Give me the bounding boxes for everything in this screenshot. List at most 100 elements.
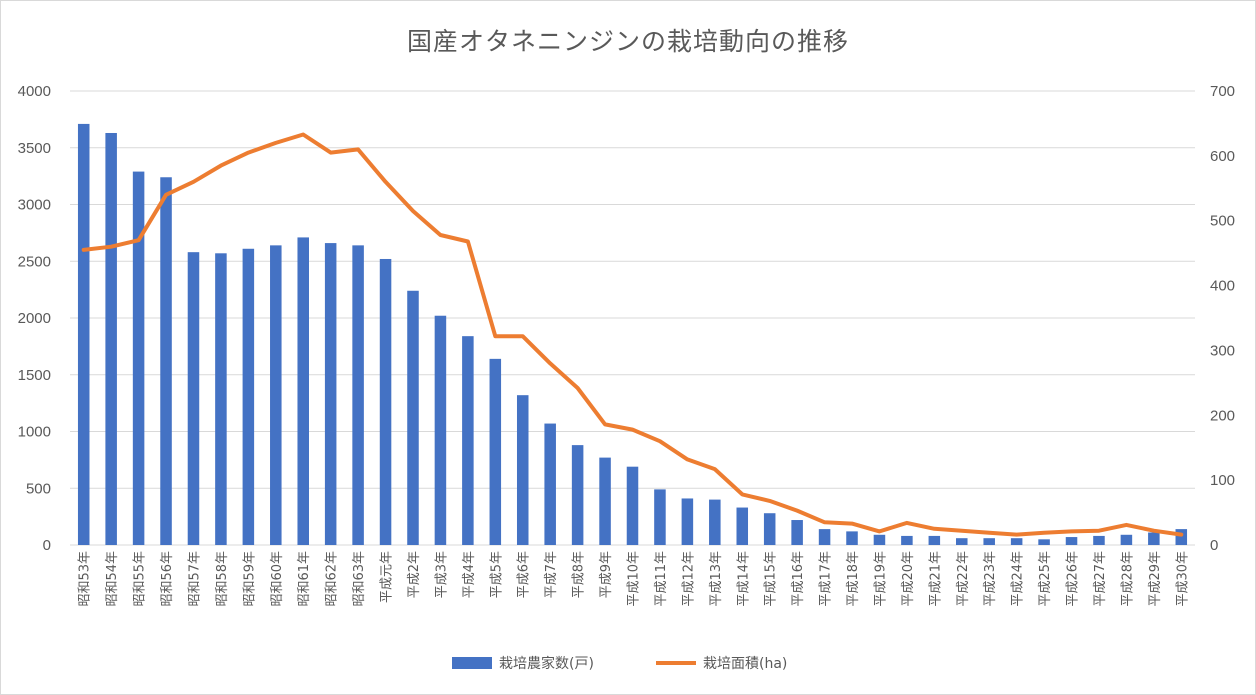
x-axis-tick-label: 平成13年 [709, 551, 724, 607]
x-axis-tick-label: 平成2年 [407, 551, 422, 598]
x-axis-tick-label: 平成26年 [1066, 551, 1081, 607]
x-axis-tick-label: 昭和56年 [160, 551, 175, 607]
left-axis-tick-label: 0 [43, 537, 51, 554]
x-axis-tick-label: 平成14年 [736, 551, 751, 607]
right-axis-tick-label: 600 [1210, 148, 1235, 165]
left-axis-tick-label: 1500 [18, 367, 51, 384]
bar [681, 498, 694, 545]
x-axis-tick-label: 平成4年 [462, 551, 477, 598]
x-axis-tick-label: 昭和63年 [352, 551, 367, 607]
left-axis-tick-label: 4000 [18, 83, 51, 100]
x-axis-tick-label: 平成12年 [681, 551, 696, 607]
bar [352, 245, 364, 546]
bar [928, 535, 941, 545]
x-axis-tick-label: 平成8年 [572, 551, 587, 598]
bar [132, 171, 145, 545]
bar [1148, 532, 1160, 545]
x-axis-tick-label: 昭和57年 [187, 551, 202, 607]
right-axis-tick-label: 700 [1210, 83, 1235, 100]
bar [626, 466, 639, 545]
right-axis-tick-label: 0 [1210, 537, 1218, 554]
bar [983, 538, 995, 545]
x-axis-tick-label: 平成24年 [1011, 551, 1026, 607]
x-axis-tick-label: 昭和62年 [325, 551, 340, 607]
bar [763, 513, 776, 545]
x-axis-tick-label: 平成19年 [873, 551, 888, 607]
chart-title: 国産オタネニンジンの栽培動向の推移 [406, 27, 849, 56]
right-axis-tick-label: 400 [1210, 278, 1235, 295]
bar [489, 358, 502, 545]
x-axis-tick-label: 平成21年 [928, 551, 943, 607]
bar [873, 534, 886, 545]
bar [215, 253, 227, 545]
bar [571, 445, 584, 545]
bar [242, 248, 255, 545]
x-axis-tick-label: 平成29年 [1148, 551, 1163, 607]
right-axis-tick-label: 100 [1210, 472, 1235, 489]
right-axis-tick-label: 300 [1210, 342, 1235, 359]
left-axis-tick-label: 3500 [18, 140, 51, 157]
x-axis-tick-label: 平成30年 [1175, 551, 1190, 607]
x-axis-tick-label: 平成16年 [791, 551, 806, 607]
left-axis-tick-label: 3000 [18, 197, 51, 214]
x-axis-ticks: 昭和53年 昭和54年 昭和55年 昭和56年 昭和57年 昭和58年 昭和59年 昭和60年… [78, 551, 1191, 607]
x-axis-tick-label: 平成元年 [380, 551, 395, 603]
x-axis-tick-label: 平成18年 [846, 551, 861, 607]
bar [1038, 539, 1050, 545]
bar [544, 423, 556, 545]
bar [709, 499, 721, 545]
bar [297, 237, 309, 546]
legend-label-bar: 栽培農家数(戸) [499, 655, 594, 672]
left-axis-tick-label: 1000 [18, 424, 51, 441]
bar [901, 535, 913, 545]
left-axis-tick-label: 2500 [18, 253, 51, 270]
line-series [81, 132, 1184, 537]
right-axis-ticks: 0 100 200 300 400 500 600 700 [1210, 83, 1235, 554]
legend-swatch-bar [452, 657, 492, 669]
right-axis-tick-label: 200 [1210, 407, 1235, 424]
x-axis-tick-label: 平成17年 [819, 551, 834, 607]
x-axis-tick-label: 平成28年 [1120, 551, 1135, 607]
x-axis-tick-label: 平成10年 [627, 551, 642, 607]
bar [654, 489, 666, 545]
x-axis-tick-label: 昭和58年 [215, 551, 230, 607]
x-axis-tick-label: 平成22年 [956, 551, 971, 607]
x-axis-tick-label: 昭和60年 [270, 551, 285, 607]
bar [516, 395, 529, 545]
bar [324, 243, 337, 545]
bar-series [77, 123, 1188, 546]
bar [1010, 538, 1023, 545]
bar [1065, 537, 1078, 545]
bar [462, 336, 474, 545]
x-axis-tick-label: 平成20年 [901, 551, 916, 607]
x-axis-tick-label: 昭和53年 [78, 551, 93, 607]
x-axis-tick-label: 平成3年 [434, 551, 449, 598]
legend-label-line: 栽培面積(ha) [703, 656, 787, 672]
x-axis-tick-label: 平成15年 [764, 551, 779, 607]
bar [1093, 535, 1105, 545]
bar [187, 252, 200, 546]
bar [1120, 534, 1133, 545]
bar [434, 315, 447, 545]
left-axis-tick-label: 2000 [18, 310, 51, 327]
x-axis-tick-label: 昭和55年 [133, 551, 148, 607]
left-axis-ticks: 0 500 1000 1500 2000 2500 3000 3500 4000 [18, 83, 51, 554]
right-axis-tick-label: 500 [1210, 213, 1235, 230]
x-axis-tick-label: 平成6年 [517, 551, 532, 598]
x-axis-tick-label: 平成7年 [544, 551, 559, 598]
bar [599, 457, 611, 545]
bar [407, 290, 419, 545]
bar [105, 132, 117, 545]
bar [270, 245, 282, 546]
bar [1175, 529, 1188, 545]
x-axis-tick-label: 平成25年 [1038, 551, 1053, 607]
bar [846, 531, 858, 545]
x-axis-tick-label: 昭和61年 [297, 551, 312, 607]
x-axis-tick-label: 平成23年 [983, 551, 998, 607]
x-axis-tick-label: 平成27年 [1093, 551, 1108, 607]
x-axis-tick-label: 平成11年 [654, 551, 669, 607]
bar [736, 507, 749, 545]
bar [791, 520, 803, 545]
x-axis-tick-label: 昭和59年 [242, 551, 257, 607]
